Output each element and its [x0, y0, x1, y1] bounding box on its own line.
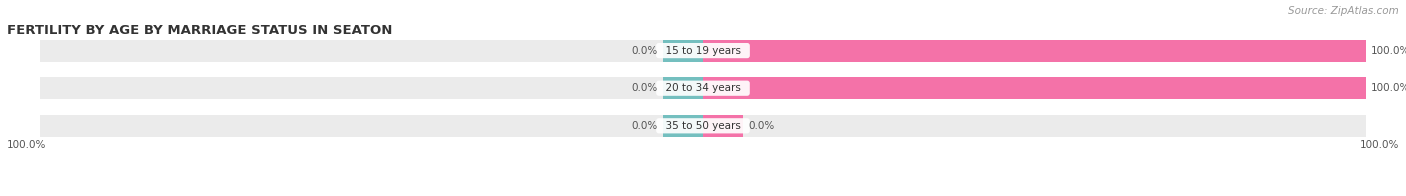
Text: 35 to 50 years: 35 to 50 years: [659, 121, 747, 131]
Text: FERTILITY BY AGE BY MARRIAGE STATUS IN SEATON: FERTILITY BY AGE BY MARRIAGE STATUS IN S…: [7, 24, 392, 36]
Bar: [703, 77, 1365, 99]
Text: 100.0%: 100.0%: [1371, 46, 1406, 56]
Text: 0.0%: 0.0%: [631, 46, 658, 56]
Bar: [41, 77, 703, 99]
Text: 100.0%: 100.0%: [7, 140, 46, 150]
Bar: [703, 77, 1365, 99]
Bar: [703, 40, 1365, 62]
Text: 0.0%: 0.0%: [631, 83, 658, 93]
Text: 0.0%: 0.0%: [631, 121, 658, 131]
Text: 15 to 19 years: 15 to 19 years: [659, 46, 747, 56]
Bar: [703, 115, 1365, 137]
Text: Source: ZipAtlas.com: Source: ZipAtlas.com: [1288, 6, 1399, 16]
Text: 100.0%: 100.0%: [1360, 140, 1399, 150]
Bar: [664, 40, 703, 62]
Text: 100.0%: 100.0%: [1371, 83, 1406, 93]
Bar: [703, 40, 1365, 62]
Bar: [41, 40, 703, 62]
Bar: [703, 115, 742, 137]
Bar: [664, 115, 703, 137]
Bar: [664, 77, 703, 99]
Text: 0.0%: 0.0%: [748, 121, 775, 131]
Bar: [41, 115, 703, 137]
Text: 20 to 34 years: 20 to 34 years: [659, 83, 747, 93]
